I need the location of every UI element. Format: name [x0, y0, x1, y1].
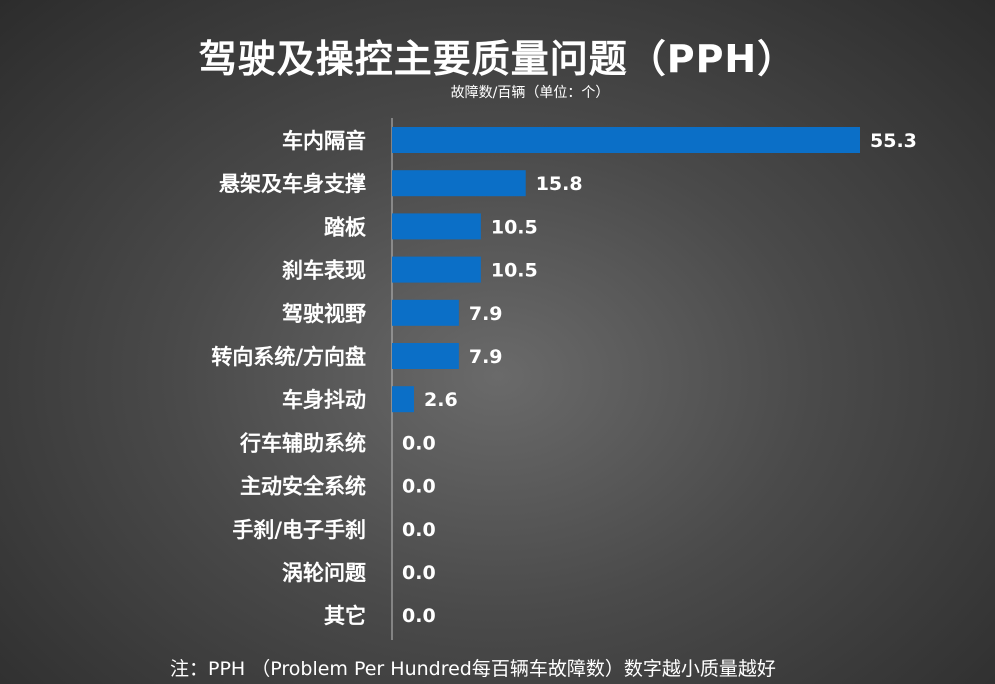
category-label: 悬架及车身支撑	[219, 172, 366, 196]
category-label: 车内隔音	[282, 129, 366, 153]
bar	[392, 299, 459, 326]
bar	[392, 127, 860, 153]
value-label: 55.3	[870, 130, 917, 152]
category-label: 车身抖动	[282, 388, 366, 412]
value-label: 2.6	[424, 389, 458, 411]
category-label: 驾驶视野	[282, 302, 366, 326]
category-label: 转向系统/方向盘	[211, 345, 366, 369]
value-label: 0.0	[402, 519, 436, 541]
value-label: 10.5	[491, 260, 538, 282]
value-label: 0.0	[402, 605, 436, 627]
value-label: 7.9	[469, 303, 503, 325]
category-label: 主动安全系统	[240, 475, 366, 499]
bar	[392, 386, 415, 413]
category-label: 手刹/电子手刹	[232, 518, 366, 542]
chart-subtitle: 故障数/百辆（单位：个）	[450, 85, 610, 101]
chart-title: 驾驶及操控主要质量问题（PPH）	[198, 37, 797, 81]
value-label: 0.0	[402, 562, 436, 584]
category-label: 涡轮问题	[282, 561, 367, 585]
category-label: 行车辅助系统	[239, 431, 366, 455]
bar	[392, 170, 526, 197]
bar	[392, 256, 481, 283]
chart-footnote: 注：PPH （Problem Per Hundred每百辆车故障数）数字越小质量…	[170, 658, 776, 680]
value-label: 10.5	[491, 216, 538, 238]
value-label: 15.8	[536, 173, 583, 195]
value-label: 0.0	[402, 476, 436, 498]
category-label: 踏板	[324, 215, 367, 239]
category-label: 其它	[324, 604, 366, 628]
value-label: 7.9	[469, 346, 503, 368]
bar	[392, 343, 459, 369]
value-label: 0.0	[402, 432, 436, 454]
bar	[392, 213, 481, 240]
category-label: 刹车表现	[282, 259, 366, 283]
bars-group: 车内隔音 55.3 悬架及车身支撑 15.8 踏板 10.5 刹车表现 10.5 驾驶视野 7.9…	[211, 127, 917, 628]
